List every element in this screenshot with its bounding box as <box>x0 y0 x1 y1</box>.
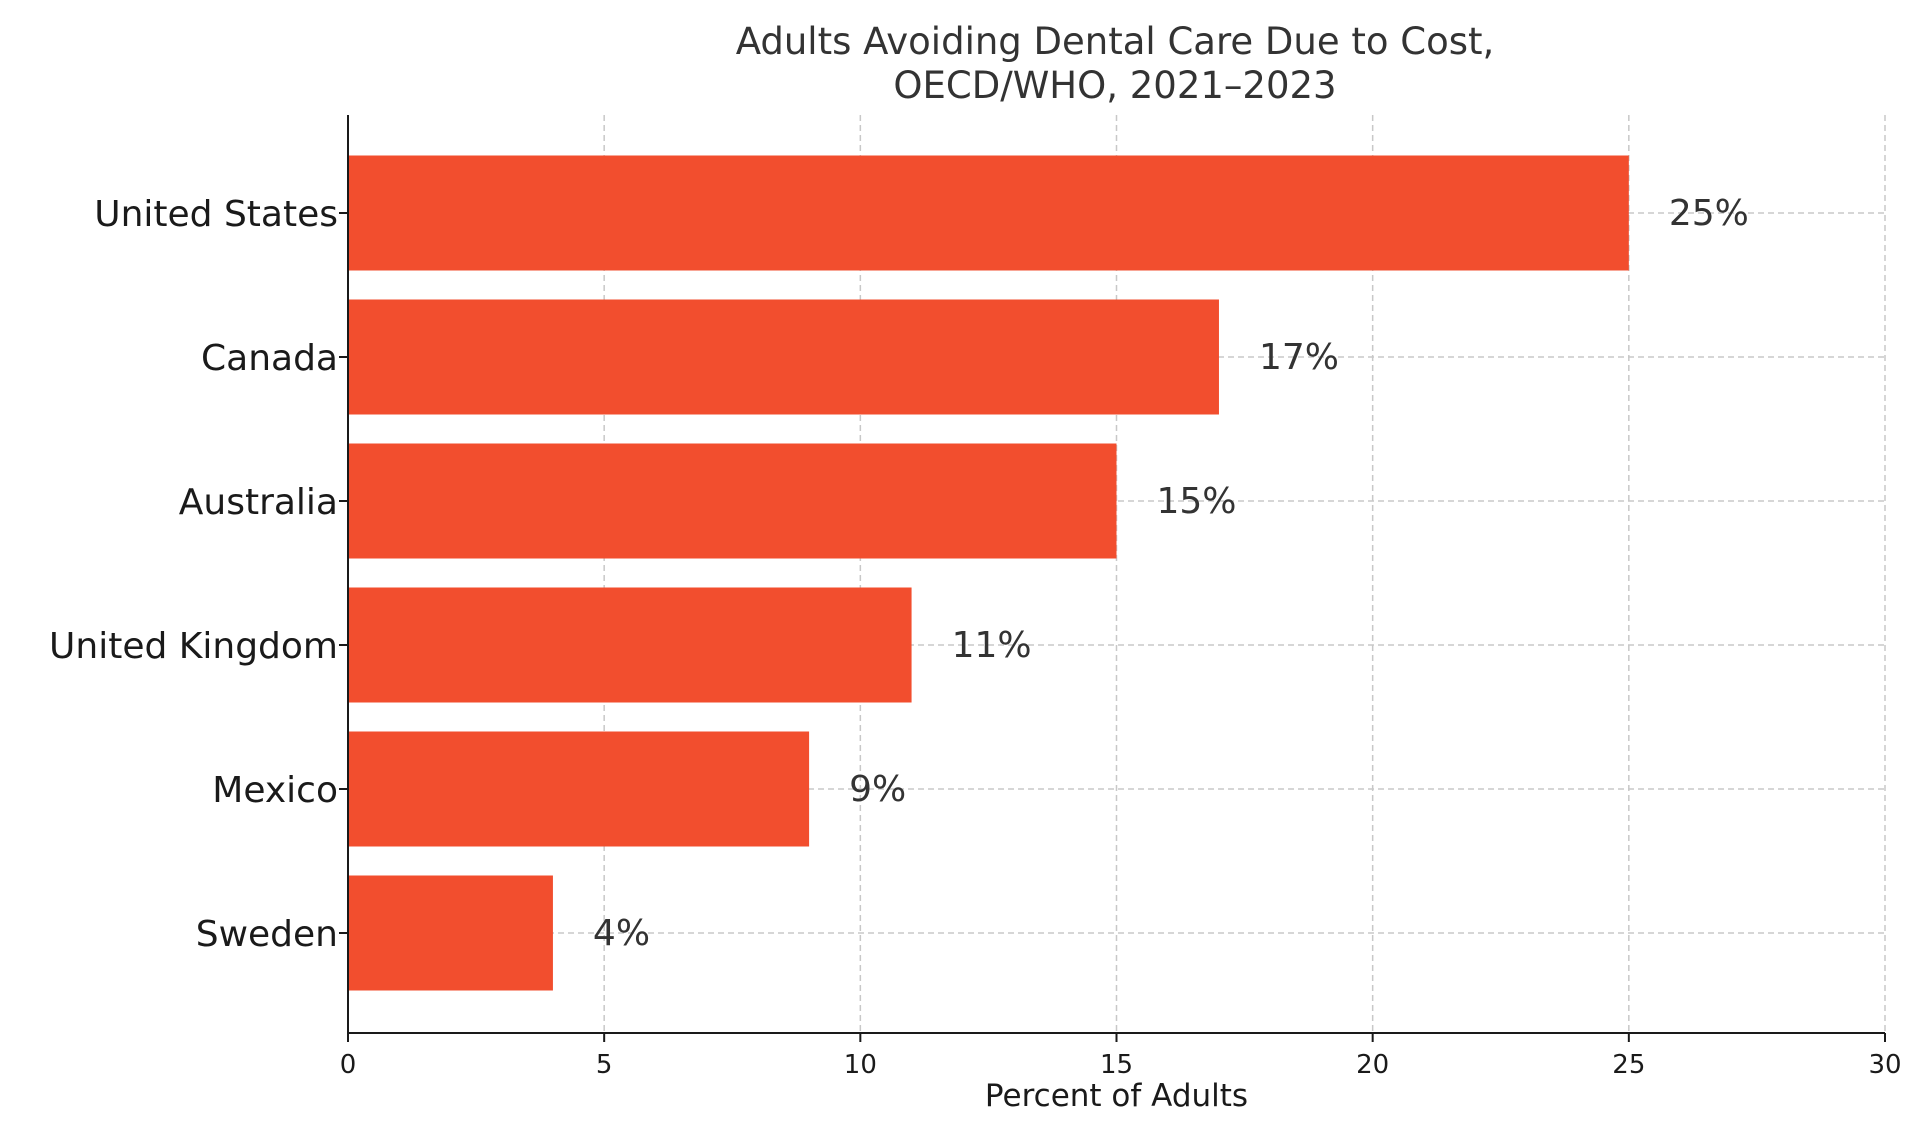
category-label-united-kingdom: United Kingdom <box>49 626 338 667</box>
value-label-united-states: 25% <box>1669 193 1749 234</box>
bar-united-kingdom <box>348 587 912 703</box>
x-tick-label-5: 5 <box>596 1050 613 1080</box>
value-label-sweden: 4% <box>593 913 650 954</box>
value-label-australia: 15% <box>1157 481 1237 522</box>
x-tick-label-10: 10 <box>844 1050 877 1080</box>
category-label-mexico: Mexico <box>212 770 338 811</box>
x-tick-label-15: 15 <box>1100 1050 1133 1080</box>
category-label-canada: Canada <box>201 338 338 379</box>
x-tick-label-0: 0 <box>340 1050 357 1080</box>
bar-canada <box>348 299 1219 415</box>
x-tick-label-20: 20 <box>1356 1050 1389 1080</box>
bar-mexico <box>348 731 810 847</box>
bar-sweden <box>348 875 553 991</box>
category-label-sweden: Sweden <box>196 914 338 955</box>
value-label-mexico: 9% <box>849 769 906 810</box>
chart-title-line-1: Adults Avoiding Dental Care Due to Cost, <box>736 20 1495 63</box>
category-labels: United States Canada Australia United Kingd… <box>49 194 348 955</box>
category-label-united-states: United States <box>94 194 338 235</box>
chart-title-line-2: OECD/WHO, 2021–2023 <box>893 64 1336 107</box>
x-axis-label: Percent of Adults <box>985 1078 1248 1114</box>
chart-title: Adults Avoiding Dental Care Due to Cost,… <box>736 20 1495 107</box>
x-axis-ticks: 0 5 10 15 20 25 30 <box>340 1033 1902 1080</box>
bar-united-states <box>348 155 1629 271</box>
value-label-canada: 17% <box>1259 337 1339 378</box>
x-tick-label-25: 25 <box>1612 1050 1645 1080</box>
bars <box>348 155 1629 991</box>
category-label-australia: Australia <box>179 482 338 523</box>
value-label-united-kingdom: 11% <box>952 625 1032 666</box>
bar-australia <box>348 443 1117 559</box>
x-tick-label-30: 30 <box>1868 1050 1901 1080</box>
value-labels: 25% 17% 15% 11% 9% 4% <box>593 193 1749 954</box>
